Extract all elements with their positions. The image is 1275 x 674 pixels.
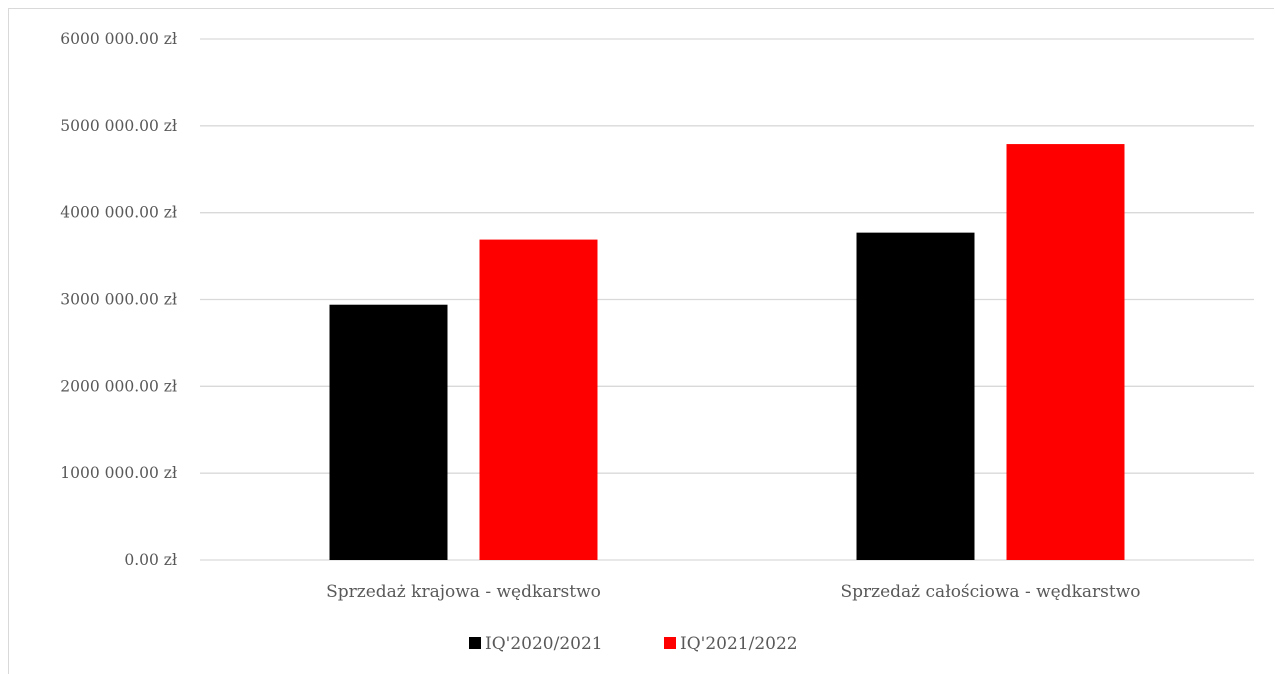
x-axis-category-labels: Sprzedaż krajowa - wędkarstwo Sprzedaż ca… — [326, 582, 1140, 602]
bar-1-2 — [856, 232, 975, 560]
x-category-label: Sprzedaż krajowa - wędkarstwo — [326, 582, 601, 602]
bars — [329, 144, 1125, 560]
legend-label: IQ'2021/2022 — [680, 634, 798, 654]
y-tick-label: 0.00 zł — [124, 551, 177, 569]
legend-item: IQ'2020/2021 — [469, 634, 603, 654]
legend-swatch — [664, 637, 676, 649]
y-tick-label: 1000 000.00 zł — [60, 464, 177, 482]
y-tick-label: 6000 000.00 zł — [60, 30, 177, 48]
y-tick-label: 3000 000.00 zł — [60, 291, 177, 309]
bar-2-1 — [479, 239, 598, 560]
y-tick-label: 5000 000.00 zł — [60, 117, 177, 135]
chart-frame — [8, 8, 1274, 674]
bar-2-2 — [1006, 144, 1125, 560]
legend-item: IQ'2021/2022 — [664, 634, 798, 654]
legend-swatch — [469, 637, 481, 649]
y-tick-label: 4000 000.00 zł — [60, 204, 177, 222]
legend-label: IQ'2020/2021 — [485, 634, 603, 654]
y-axis-tick-labels: 0.00 zł 1000 000.00 zł 2000 000.00 zł 3000 … — [60, 30, 177, 569]
y-tick-label: 2000 000.00 zł — [60, 377, 177, 395]
legend: IQ'2020/2021 IQ'2021/2022 — [469, 634, 798, 654]
bar-1-1 — [329, 304, 448, 560]
x-category-label: Sprzedaż całościowa - wędkarstwo — [840, 582, 1140, 602]
